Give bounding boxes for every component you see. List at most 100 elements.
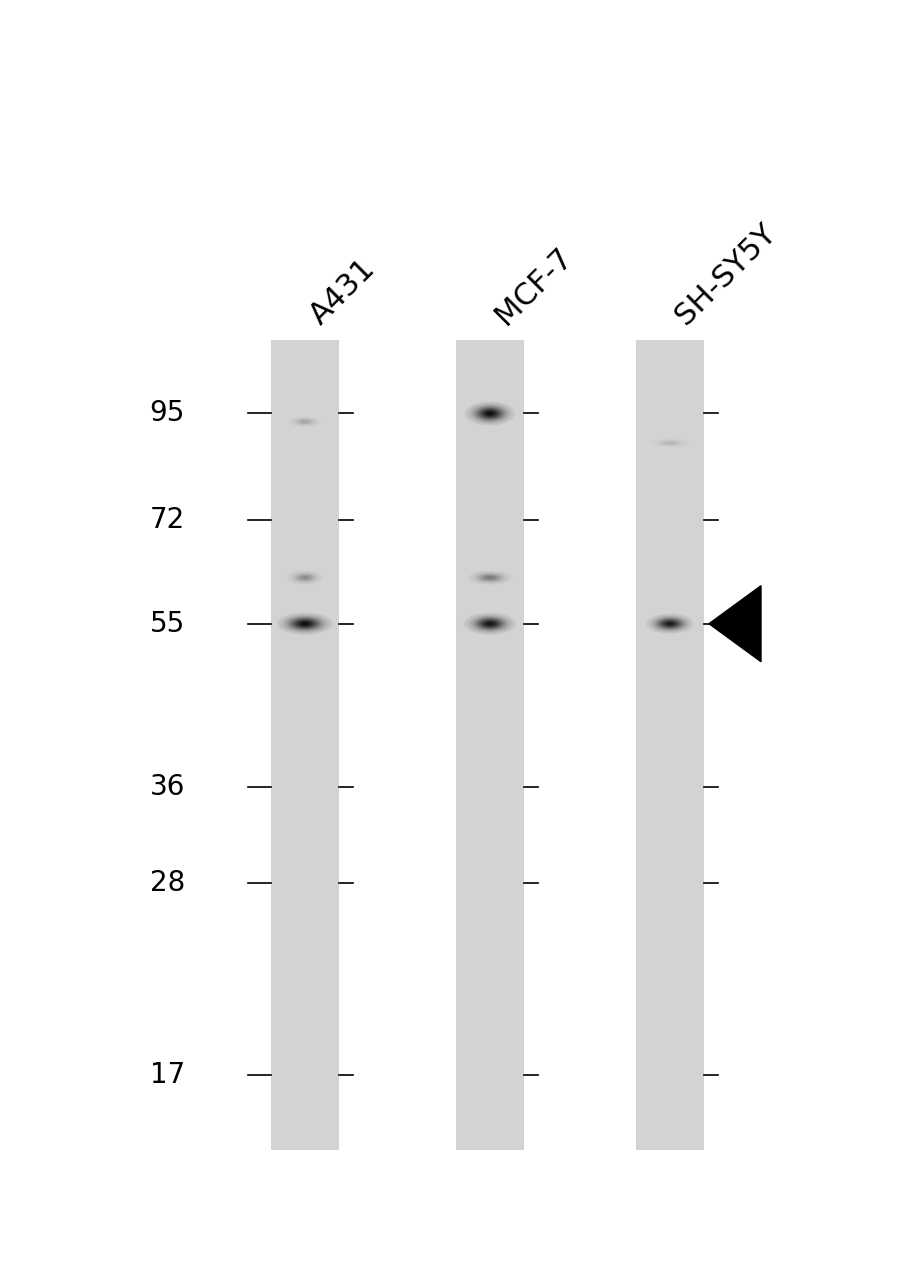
Ellipse shape bbox=[290, 417, 320, 426]
Ellipse shape bbox=[293, 620, 317, 628]
Ellipse shape bbox=[295, 419, 313, 425]
Ellipse shape bbox=[477, 618, 502, 630]
Ellipse shape bbox=[483, 410, 496, 417]
Polygon shape bbox=[708, 586, 760, 662]
Ellipse shape bbox=[479, 573, 500, 581]
Ellipse shape bbox=[299, 622, 311, 626]
Ellipse shape bbox=[486, 576, 493, 579]
Ellipse shape bbox=[276, 613, 332, 635]
Ellipse shape bbox=[660, 442, 679, 445]
Ellipse shape bbox=[666, 622, 673, 625]
Ellipse shape bbox=[467, 403, 512, 425]
Ellipse shape bbox=[277, 613, 331, 635]
Ellipse shape bbox=[653, 617, 685, 631]
Ellipse shape bbox=[482, 575, 497, 580]
Ellipse shape bbox=[648, 614, 690, 632]
Ellipse shape bbox=[660, 620, 678, 627]
Ellipse shape bbox=[301, 420, 309, 422]
Ellipse shape bbox=[471, 572, 507, 584]
Ellipse shape bbox=[469, 614, 510, 632]
Ellipse shape bbox=[488, 623, 491, 625]
Ellipse shape bbox=[296, 621, 313, 627]
Ellipse shape bbox=[464, 402, 515, 425]
Ellipse shape bbox=[665, 622, 675, 626]
Ellipse shape bbox=[653, 439, 686, 447]
Ellipse shape bbox=[475, 407, 504, 420]
Ellipse shape bbox=[290, 572, 319, 584]
Ellipse shape bbox=[303, 577, 306, 579]
Ellipse shape bbox=[486, 412, 493, 415]
Ellipse shape bbox=[659, 620, 679, 627]
Ellipse shape bbox=[487, 577, 492, 579]
Text: SH-SY5Y: SH-SY5Y bbox=[669, 218, 781, 330]
Ellipse shape bbox=[487, 412, 492, 415]
Ellipse shape bbox=[474, 406, 505, 421]
Ellipse shape bbox=[289, 416, 321, 426]
Ellipse shape bbox=[465, 402, 514, 425]
Ellipse shape bbox=[488, 577, 492, 579]
Text: MCF-7: MCF-7 bbox=[489, 242, 578, 330]
Ellipse shape bbox=[282, 614, 328, 632]
Ellipse shape bbox=[476, 573, 503, 582]
Ellipse shape bbox=[292, 417, 318, 426]
Ellipse shape bbox=[646, 614, 693, 634]
Ellipse shape bbox=[476, 573, 504, 582]
Ellipse shape bbox=[292, 572, 317, 582]
Ellipse shape bbox=[656, 440, 683, 445]
Ellipse shape bbox=[293, 573, 316, 582]
Ellipse shape bbox=[666, 442, 674, 444]
Ellipse shape bbox=[485, 622, 494, 626]
Ellipse shape bbox=[296, 575, 313, 581]
Ellipse shape bbox=[294, 419, 315, 425]
Ellipse shape bbox=[297, 621, 312, 627]
Ellipse shape bbox=[649, 616, 689, 632]
Ellipse shape bbox=[294, 573, 315, 581]
Ellipse shape bbox=[468, 614, 511, 632]
Ellipse shape bbox=[483, 576, 496, 580]
Ellipse shape bbox=[484, 411, 496, 416]
Ellipse shape bbox=[295, 419, 314, 425]
Ellipse shape bbox=[658, 440, 681, 445]
Ellipse shape bbox=[665, 442, 674, 444]
Text: 36: 36 bbox=[150, 773, 185, 801]
Ellipse shape bbox=[291, 417, 319, 426]
Ellipse shape bbox=[293, 573, 315, 582]
Ellipse shape bbox=[292, 417, 318, 426]
Ellipse shape bbox=[472, 572, 507, 584]
Ellipse shape bbox=[653, 439, 685, 447]
Ellipse shape bbox=[652, 439, 686, 447]
Ellipse shape bbox=[278, 613, 330, 634]
Ellipse shape bbox=[654, 617, 684, 630]
Ellipse shape bbox=[292, 618, 318, 628]
Ellipse shape bbox=[481, 621, 498, 627]
Ellipse shape bbox=[474, 572, 505, 582]
Ellipse shape bbox=[482, 410, 497, 417]
Ellipse shape bbox=[667, 623, 671, 625]
Ellipse shape bbox=[478, 573, 501, 581]
Text: 72: 72 bbox=[150, 506, 185, 534]
Ellipse shape bbox=[661, 442, 678, 444]
Ellipse shape bbox=[485, 576, 494, 579]
Ellipse shape bbox=[656, 618, 682, 628]
Text: 28: 28 bbox=[150, 869, 185, 897]
Ellipse shape bbox=[472, 572, 507, 584]
Ellipse shape bbox=[468, 571, 511, 585]
Ellipse shape bbox=[284, 616, 326, 632]
Ellipse shape bbox=[297, 575, 312, 580]
Ellipse shape bbox=[466, 402, 513, 425]
Bar bbox=[455, 340, 524, 1149]
Ellipse shape bbox=[473, 406, 506, 421]
Ellipse shape bbox=[478, 408, 501, 419]
Ellipse shape bbox=[663, 442, 676, 444]
Ellipse shape bbox=[468, 571, 511, 585]
Ellipse shape bbox=[658, 440, 680, 445]
Ellipse shape bbox=[299, 420, 310, 424]
Ellipse shape bbox=[479, 408, 500, 419]
Ellipse shape bbox=[656, 440, 682, 445]
Ellipse shape bbox=[477, 407, 502, 420]
Ellipse shape bbox=[295, 573, 313, 581]
Ellipse shape bbox=[470, 403, 509, 424]
Ellipse shape bbox=[302, 421, 308, 422]
Ellipse shape bbox=[300, 420, 310, 424]
Ellipse shape bbox=[289, 571, 321, 584]
